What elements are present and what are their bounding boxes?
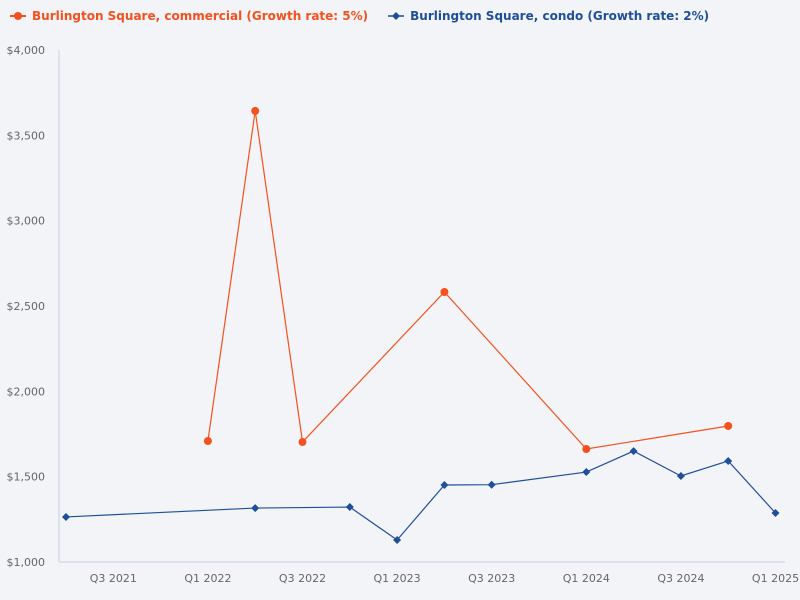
x-tick-label: Q3 2023 xyxy=(468,572,515,585)
x-axis: Q3 2021 Q1 2022 Q3 2022 Q1 2023 Q3 2023 Q1 20… xyxy=(59,561,799,585)
x-tick-label: Q3 2024 xyxy=(657,572,704,585)
circle-marker-icon xyxy=(10,12,26,20)
diamond-marker-icon xyxy=(388,12,405,20)
y-tick-label: $2,000 xyxy=(7,385,46,398)
x-tick-label: Q3 2022 xyxy=(279,572,326,585)
x-tick-label: Q1 2025 xyxy=(752,572,799,585)
y-tick-label: $3,000 xyxy=(7,215,46,228)
series-line xyxy=(207,110,729,450)
x-tick-label: Q1 2024 xyxy=(563,572,610,585)
legend-item-condo[interactable]: Burlington Square, condo (Growth rate: 2… xyxy=(388,9,709,23)
series-condo xyxy=(62,447,780,544)
y-tick-label: $1,000 xyxy=(7,556,46,569)
data-point[interactable] xyxy=(676,471,685,480)
series-commercial xyxy=(203,106,733,454)
y-tick-label: $4,000 xyxy=(7,44,46,57)
data-point[interactable] xyxy=(771,509,780,518)
data-point[interactable] xyxy=(487,480,496,489)
y-axis: $1,000 $1,500 $2,000 $2,500 $3,000 $3,500 $4,0… xyxy=(7,44,60,569)
data-point[interactable] xyxy=(251,504,260,513)
y-tick-label: $1,500 xyxy=(7,471,46,484)
data-point[interactable] xyxy=(62,512,70,521)
x-tick-label: Q3 2021 xyxy=(90,572,137,585)
data-point[interactable] xyxy=(582,445,591,454)
legend-label-commercial: Burlington Square, commercial (Growth ra… xyxy=(32,9,369,23)
chart-legend: Burlington Square, commercial (Growth ra… xyxy=(10,9,709,23)
series-line xyxy=(65,450,776,541)
data-point[interactable] xyxy=(629,447,638,456)
y-tick-label: $2,500 xyxy=(7,300,46,313)
legend-item-commercial[interactable]: Burlington Square, commercial (Growth ra… xyxy=(10,9,368,23)
y-tick-label: $3,500 xyxy=(7,129,46,142)
data-point[interactable] xyxy=(440,288,449,297)
data-point[interactable] xyxy=(582,468,591,477)
x-tick-label: Q1 2023 xyxy=(374,572,421,585)
data-point[interactable] xyxy=(298,438,307,447)
data-point[interactable] xyxy=(203,436,212,445)
data-point[interactable] xyxy=(393,535,402,544)
data-point[interactable] xyxy=(724,421,733,430)
x-tick-label: Q1 2022 xyxy=(184,572,231,585)
series-layer xyxy=(62,106,780,544)
data-point[interactable] xyxy=(345,503,354,512)
data-point[interactable] xyxy=(440,481,449,490)
data-point[interactable] xyxy=(251,106,260,115)
data-point[interactable] xyxy=(724,456,733,465)
legend-label-condo: Burlington Square, condo (Growth rate: 2… xyxy=(410,9,710,23)
